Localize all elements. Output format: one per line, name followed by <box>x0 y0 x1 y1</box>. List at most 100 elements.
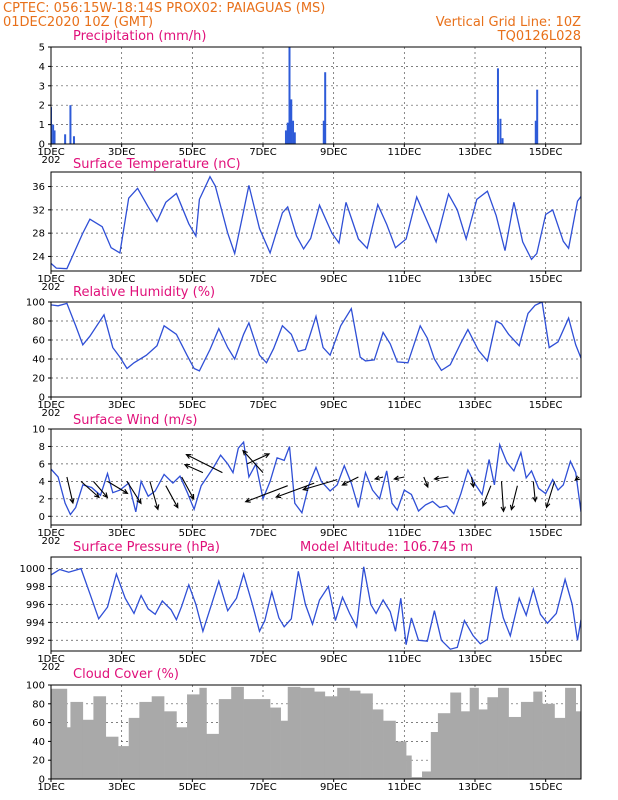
x-tick-label: 13DEC <box>458 528 492 539</box>
wind-arrow <box>393 475 405 481</box>
wind-arrow <box>545 481 556 509</box>
panel-title-rh: Relative Humidity (%) <box>73 285 215 300</box>
y-tick-label: 8 <box>39 442 45 453</box>
wind-arrow <box>433 475 449 482</box>
precip-bar <box>288 47 291 144</box>
cloud-cover-bar <box>314 691 326 779</box>
cloud-cover-bar <box>508 716 522 779</box>
precip-bar <box>322 120 325 144</box>
cloud-cover-bar <box>383 720 396 779</box>
precip-bar <box>293 132 296 144</box>
cloud-cover-bar <box>542 703 555 779</box>
x-tick-label: 15DEC <box>529 147 563 158</box>
data-rh <box>51 302 581 372</box>
x-tick-label: 15DEC <box>529 274 563 285</box>
x-tick-label: 9DEC <box>320 528 347 539</box>
cloud-cover-bar <box>554 717 566 779</box>
x-tick-label: 9DEC <box>320 147 347 158</box>
x-tick-label: 1DEC <box>37 654 64 665</box>
x-tick-label: 1DEC <box>37 274 64 285</box>
cloud-cover-bar <box>520 701 534 779</box>
panel-extra-pres: Model Altitude: 106.745 m <box>300 540 473 555</box>
panel-frame-rh <box>50 301 582 398</box>
y-tick-label: 10 <box>32 425 45 436</box>
cloud-cover-bar <box>51 688 68 779</box>
wind-arrow <box>246 453 271 465</box>
y-tick-label: 3 <box>39 81 45 92</box>
x-tick-label: 15DEC <box>529 528 563 539</box>
y-tick-label: 32 <box>32 205 45 216</box>
series-line-pres <box>51 566 581 650</box>
x-tick-label: 5DEC <box>179 147 206 158</box>
y-tick-label: 24 <box>32 252 45 263</box>
cloud-cover-bar <box>139 701 152 779</box>
x-tick-label: 11DEC <box>387 274 421 285</box>
x-tick-label: 7DEC <box>249 400 276 411</box>
x-year-label-cut: 202 <box>41 662 60 673</box>
precip-bar <box>286 122 289 144</box>
cloud-cover-bar <box>565 687 576 779</box>
x-tick-label: 11DEC <box>387 782 421 793</box>
x-tick-label: 3DEC <box>108 654 135 665</box>
series-line-rh <box>51 302 581 372</box>
precip-bar <box>52 124 55 144</box>
cloud-cover-bar <box>487 697 499 779</box>
y-tick-label: 28 <box>32 229 45 240</box>
y-tick-label: 0 <box>39 393 45 404</box>
y-tick-label: 4 <box>39 62 45 73</box>
cloud-cover-bar <box>411 777 423 779</box>
precip-bar <box>72 136 75 144</box>
cloud-cover-bar <box>337 687 350 779</box>
precip-bar <box>499 118 502 144</box>
panel-frame-pres <box>50 556 582 652</box>
cloud-cover-bar <box>575 711 581 779</box>
x-tick-label: 13DEC <box>458 782 492 793</box>
header-grid-line-note: Vertical Grid Line: 10Z <box>436 15 581 30</box>
y-tick-label: 40 <box>32 355 45 366</box>
x-tick-label: 3DEC <box>108 782 135 793</box>
cloud-cover-bar <box>187 694 200 779</box>
wind-arrow <box>275 482 315 499</box>
panel-cloud: Cloud Cover (%) 0 20 40 60 80 100 1DEC 3DEC 5DEC 7… <box>26 667 582 793</box>
wind-arrow <box>482 485 492 507</box>
cloud-cover-bar <box>93 696 107 779</box>
wind-arrow <box>301 479 338 491</box>
x-tick-label: 11DEC <box>387 400 421 411</box>
wind-arrow <box>92 481 109 499</box>
x-tick-label: 7DEC <box>249 274 276 285</box>
precip-bar <box>324 72 327 144</box>
x-tick-label: 9DEC <box>320 654 347 665</box>
cloud-cover-bar <box>82 719 94 779</box>
y-tick-label: 4 <box>39 477 45 488</box>
wind-arrow <box>373 475 384 481</box>
x-year-label-cut: 202 <box>41 408 60 419</box>
wind-arrow <box>107 480 129 495</box>
y-tick-label: 992 <box>26 636 45 647</box>
cloud-cover-bar <box>206 733 220 779</box>
x-tick-label: 15DEC <box>529 782 563 793</box>
precip-bar <box>496 68 499 144</box>
cloud-cover-bar <box>218 699 232 779</box>
cloud-cover-bar <box>533 691 543 779</box>
cloud-cover-bar <box>395 741 407 779</box>
x-year-label-cut: 202 <box>41 536 60 547</box>
header-station-line: CPTEC: 056:15W-18:14S PROX02: PAIAGUAS (… <box>3 1 325 16</box>
x-tick-label: 3DEC <box>108 147 135 158</box>
cloud-cover-bar <box>176 727 188 779</box>
precip-bar <box>284 130 287 144</box>
series-line-wind <box>51 440 581 516</box>
x-tick-label: 7DEC <box>249 782 276 793</box>
data-cloud <box>51 686 581 779</box>
panel-frame-cloud <box>50 684 582 780</box>
cloud-cover-bar <box>280 720 289 779</box>
cloud-cover-bar <box>324 696 338 779</box>
header-model-id: TQ0126L028 <box>497 29 581 44</box>
x-tick-label: 5DEC <box>179 400 206 411</box>
y-tick-label: 5 <box>39 43 45 54</box>
cloud-cover-bar <box>450 692 462 779</box>
cloud-cover-bar <box>164 711 177 779</box>
cloud-cover-bar <box>66 727 71 779</box>
cloud-cover-bar <box>349 690 361 779</box>
panel-rh: Relative Humidity (%) 0 20 40 60 80 100 1DEC 3DE… <box>26 285 582 419</box>
cloud-cover-bar <box>372 709 384 779</box>
